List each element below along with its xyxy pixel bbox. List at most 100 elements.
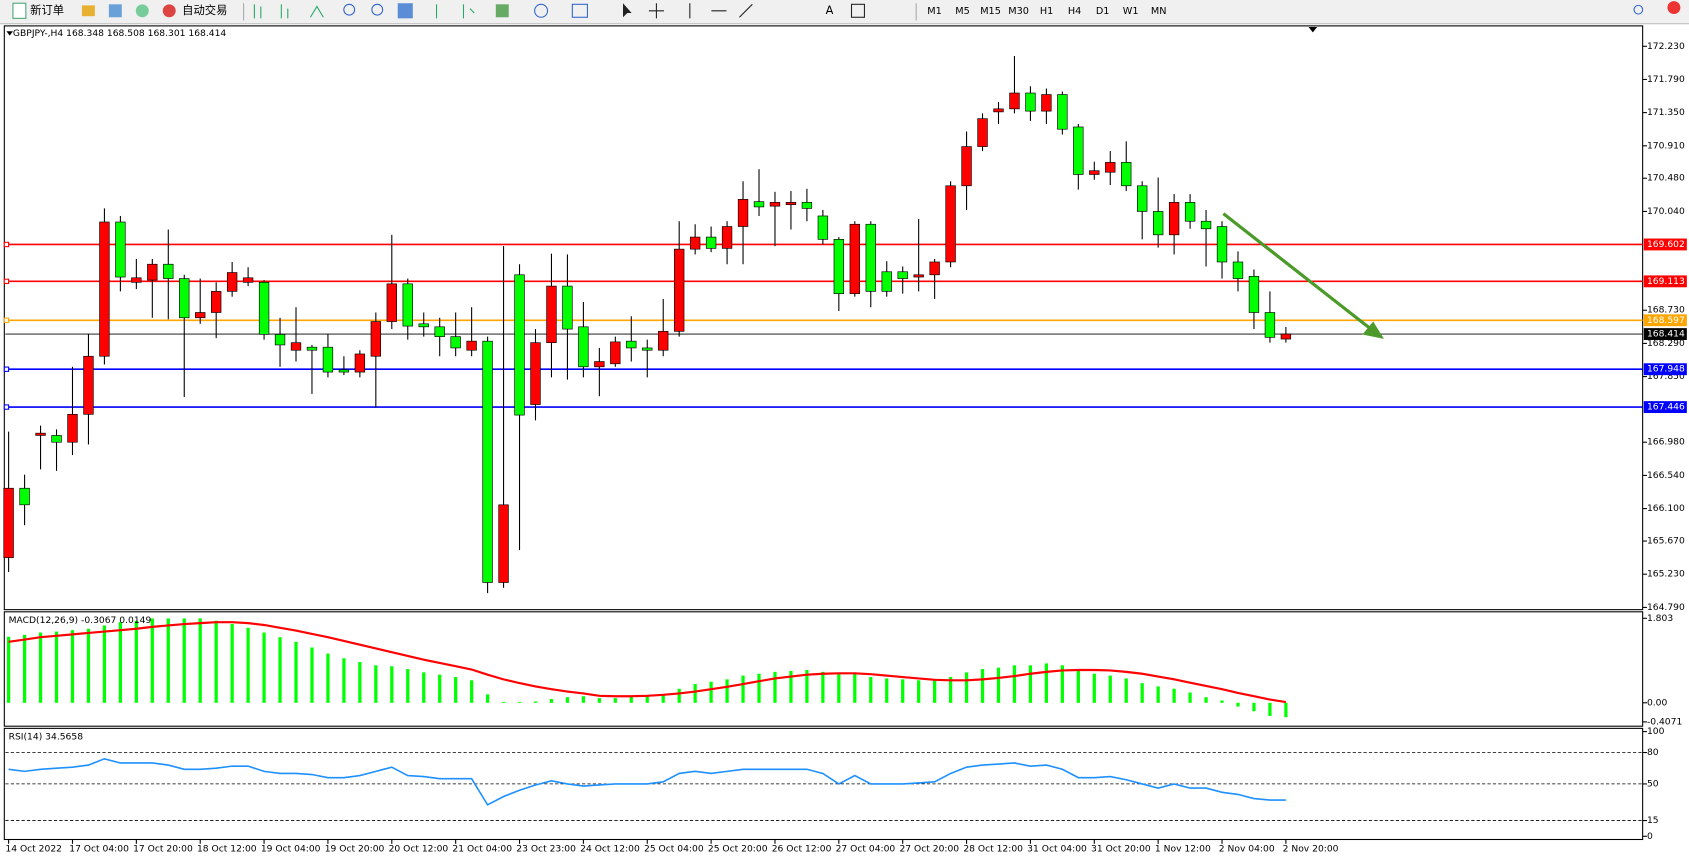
icon[interactable] — [135, 4, 149, 18]
candle-body — [674, 248, 685, 332]
tile-windows[interactable] — [397, 3, 413, 19]
macd-bar — [933, 680, 937, 703]
macd-bar — [230, 624, 234, 703]
macd-bar — [1220, 700, 1224, 703]
timeframe-button[interactable]: M5 — [955, 6, 970, 17]
candle-body — [977, 118, 988, 147]
periods[interactable] — [534, 3, 549, 18]
text-tool[interactable]: A — [826, 3, 834, 17]
timeframe-button[interactable]: MN — [1151, 6, 1167, 17]
candle-body — [1280, 333, 1292, 340]
macd-bar — [805, 669, 809, 703]
candle-body — [785, 202, 797, 205]
candle-body — [274, 334, 286, 346]
level-label: 169.602 — [1647, 239, 1685, 250]
rsi-title: RSI(14) 34.5658 — [9, 731, 84, 742]
y-tick-label: 50 — [1647, 778, 1659, 789]
level-anchor — [3, 241, 10, 248]
macd-bar — [278, 637, 282, 703]
level-tag — [1643, 275, 1687, 288]
candle-body — [817, 215, 829, 240]
price-label: 168.414 — [1647, 329, 1685, 340]
macd-bar — [246, 627, 250, 703]
candle-body — [450, 336, 461, 349]
macd-bar — [821, 671, 825, 703]
draw-tools[interactable] — [648, 3, 753, 19]
macd-bar — [980, 669, 985, 703]
timeframe-button[interactable]: M1 — [927, 6, 942, 17]
rsi-line — [8, 757, 1286, 806]
candle-body — [1200, 220, 1212, 230]
search[interactable] — [1633, 4, 1644, 15]
y-tick-label: 165.670 — [1647, 536, 1685, 547]
candle-body — [721, 226, 733, 249]
candle-body — [1248, 275, 1260, 313]
candle-body — [1232, 261, 1244, 279]
title-marker — [6, 31, 13, 36]
candle-body — [610, 341, 621, 365]
timeframe-button[interactable]: H4 — [1068, 6, 1081, 17]
macd-bar — [645, 696, 649, 703]
macd-bar — [406, 669, 410, 703]
macd-bar — [1044, 663, 1049, 703]
timeframe-button[interactable]: M30 — [1008, 6, 1029, 17]
chart-title: GBPJPY-,H4 168.348 168.508 168.301 168.4… — [13, 28, 227, 39]
candle-body — [514, 274, 525, 416]
new-order-button[interactable]: 新订单 — [12, 2, 64, 19]
level-tag — [1643, 314, 1687, 327]
macd-bar — [1172, 688, 1176, 703]
auto-trading-button[interactable]: 自动交易 — [162, 3, 228, 18]
timeframe-button[interactable]: D1 — [1096, 6, 1110, 17]
macd-bar — [725, 679, 729, 703]
icon — [12, 2, 27, 19]
indicators[interactable] — [495, 4, 509, 18]
macd-bar — [1108, 675, 1112, 703]
candle-body — [3, 487, 14, 558]
x-tick-label: 26 Oct 12:00 — [772, 844, 832, 855]
candle-body — [370, 321, 382, 357]
button-label: 新订单 — [30, 3, 64, 17]
candle-body — [626, 340, 637, 349]
notification-badge[interactable] — [1667, 1, 1681, 15]
level-anchor — [3, 366, 10, 372]
candle-body — [993, 108, 1004, 113]
candle-body — [594, 361, 605, 368]
y-tick-label: 166.100 — [1647, 503, 1685, 514]
candle-body — [306, 346, 318, 351]
macd-bar — [1140, 683, 1144, 703]
icon[interactable] — [108, 4, 122, 18]
candle-body — [1105, 162, 1116, 173]
candle-body — [578, 326, 589, 368]
y-tick-label: 15 — [1647, 815, 1659, 826]
templates[interactable] — [571, 3, 588, 18]
candle-body — [642, 347, 653, 351]
x-tick-label: 14 Oct 2022 — [5, 844, 62, 855]
chart-type-icons[interactable] — [253, 4, 324, 19]
macd-bar — [757, 673, 761, 703]
scroll-icons[interactable] — [435, 4, 475, 19]
macd-bar — [294, 641, 298, 703]
level-anchor — [3, 404, 10, 410]
candle-body — [961, 146, 972, 187]
macd-bar — [7, 636, 11, 703]
icon[interactable] — [81, 5, 95, 17]
candle-body — [211, 291, 222, 313]
timeframe-button[interactable]: H1 — [1040, 6, 1053, 17]
y-tick-label: 167.850 — [1647, 371, 1685, 382]
candle-body — [51, 435, 62, 443]
candle-body — [1216, 226, 1228, 263]
x-tick-label: 19 Oct 20:00 — [325, 844, 385, 855]
macd-bar — [182, 618, 186, 703]
label-tool[interactable] — [850, 3, 865, 18]
zoom-in[interactable] — [343, 3, 356, 16]
plot-area: 172.230 171.790 171.350 170.910 170.480 170.0… — [3, 41, 1687, 855]
zoom-out[interactable] — [371, 3, 384, 16]
timeframe-button[interactable]: M15 — [980, 6, 1001, 17]
timeframe-button[interactable]: W1 — [1123, 6, 1139, 17]
y-tick-label: 170.910 — [1647, 140, 1685, 151]
x-tick-label: 23 Oct 23:00 — [516, 844, 576, 855]
macd-bar — [837, 673, 841, 703]
cursor-tool[interactable] — [623, 3, 632, 18]
